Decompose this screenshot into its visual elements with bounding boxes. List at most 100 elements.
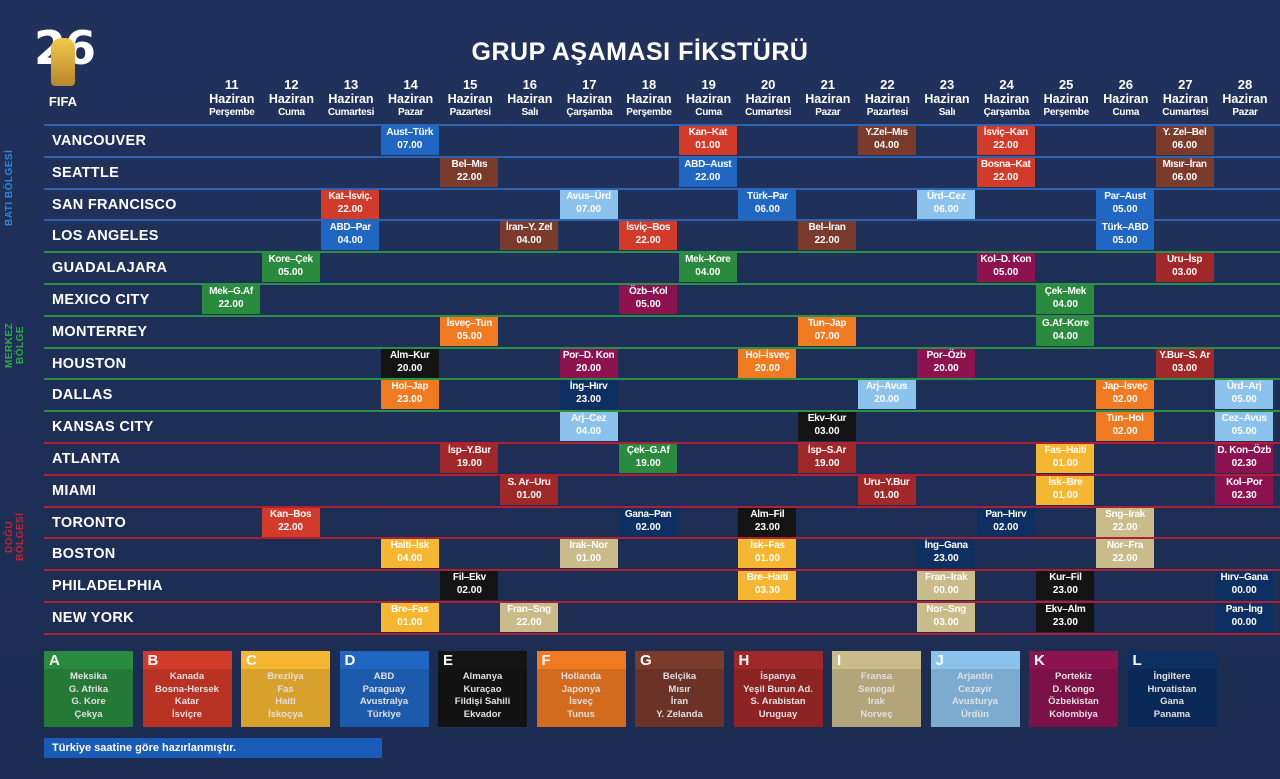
date-column: 19 Haziran Cuma bbox=[679, 77, 739, 121]
match-time: 19.00 bbox=[814, 458, 840, 469]
match-time: 22.00 bbox=[337, 203, 363, 215]
match-teams: Çek–G.Af bbox=[626, 445, 670, 456]
date-month: Haziran bbox=[924, 92, 970, 106]
date-month: Haziran bbox=[209, 92, 255, 106]
match-teams: Türk–Par bbox=[746, 190, 788, 202]
group-teams: Brezilya Fas Haiti İskoçya bbox=[241, 669, 330, 727]
match-cell: İng–Gana 23.00 bbox=[917, 539, 976, 569]
match-time: 02.00 bbox=[1112, 394, 1138, 406]
match-cell: Ekv–Kur 03.00 bbox=[798, 412, 856, 442]
match-time: 01.00 bbox=[397, 617, 423, 628]
match-teams: Mek–Kore bbox=[685, 254, 731, 266]
city-name: ATLANTA bbox=[52, 451, 121, 467]
match-cell: Aust–Türk 07.00 bbox=[380, 126, 439, 155]
match-teams: Kol–D. Kon bbox=[980, 254, 1032, 266]
group-box: A Meksika G. Afrika G. Kore Çekya bbox=[44, 651, 133, 727]
world-cup-logo: 26 FIFA bbox=[34, 25, 96, 116]
match-cell: Ürd–Arj 05.00 bbox=[1215, 380, 1274, 410]
group-letter: L bbox=[1132, 652, 1142, 669]
match-time: 05.00 bbox=[1112, 203, 1138, 215]
date-weekday: Cuma bbox=[278, 107, 305, 118]
group-box: H İspanya Yeşil Burun Ad. S. Arabistan Urugu… bbox=[733, 651, 823, 727]
match-cell: Tun–Jap 07.00 bbox=[798, 316, 856, 346]
match-time: 20.00 bbox=[397, 362, 423, 374]
match-time: 03.00 bbox=[1172, 267, 1198, 279]
city-row: GUADALAJARA bbox=[44, 251, 1280, 284]
city-row: MONTERREY bbox=[44, 314, 1280, 348]
date-weekday: Çarşamba bbox=[983, 107, 1030, 118]
date-weekday: Salı bbox=[521, 107, 539, 118]
group-team: G. Kore bbox=[71, 696, 106, 707]
date-day: 28 bbox=[1237, 77, 1253, 92]
date-day: 26 bbox=[1118, 77, 1134, 92]
match-cell: Sng–Irak 22.00 bbox=[1096, 507, 1154, 537]
date-column: 23 Haziran Salı bbox=[917, 77, 977, 121]
date-day: 24 bbox=[999, 77, 1014, 92]
match-time: 04.00 bbox=[1052, 299, 1078, 310]
match-cell: Jap–İsveç 02.00 bbox=[1096, 380, 1154, 410]
group-letter: J bbox=[935, 652, 944, 669]
date-month: Haziran bbox=[805, 92, 851, 106]
match-cell: Nor–Sng 03.00 bbox=[917, 603, 976, 632]
region-label: MERKEZ BÖLGE bbox=[4, 322, 26, 368]
match-time: 00.00 bbox=[1231, 585, 1257, 597]
date-weekday: Cumartesi bbox=[745, 107, 792, 118]
city-name: MIAMI bbox=[52, 482, 97, 499]
match-teams: Fas–Haiti bbox=[1044, 445, 1087, 456]
date-column: 27 Haziran Cumartesi bbox=[1156, 77, 1216, 121]
group-letter: C bbox=[246, 652, 257, 669]
group-team: İsviçre bbox=[171, 708, 203, 720]
match-time: 04.00 bbox=[1052, 330, 1078, 342]
date-weekday: Çarşamba bbox=[566, 107, 613, 118]
city-row: BOSTON bbox=[44, 537, 1280, 570]
group-team: S. Arabistan bbox=[750, 696, 806, 707]
group-team: Senegal bbox=[858, 683, 895, 695]
date-day: 18 bbox=[641, 77, 657, 92]
date-column: 24 Haziran Çarşamba bbox=[977, 77, 1037, 121]
city-name: TORONTO bbox=[52, 514, 127, 531]
date-column: 14 Haziran Pazar bbox=[381, 77, 441, 121]
city-name: BOSTON bbox=[52, 546, 116, 563]
match-teams: Tun–Jap bbox=[807, 317, 847, 329]
match-teams: Çek–Mek bbox=[1044, 286, 1087, 297]
group-letter: F bbox=[541, 652, 551, 669]
city-name: SAN FRANCISCO bbox=[52, 196, 177, 213]
group-box: K Portekiz D. Kongo Özbekistan Kolombiya bbox=[1029, 651, 1118, 727]
match-teams: Avus–Ürd bbox=[566, 190, 611, 202]
date-month: Haziran bbox=[864, 92, 910, 106]
match-time: 22.00 bbox=[516, 617, 542, 628]
date-column: 20 Haziran Cumartesi bbox=[738, 77, 798, 121]
date-column: 28 Haziran Pazar bbox=[1215, 77, 1275, 121]
match-time: 01.00 bbox=[516, 489, 542, 501]
match-teams: İng–Gana bbox=[924, 540, 968, 552]
match-teams: Bre–Haiti bbox=[746, 572, 789, 584]
group-teams: Arjantin Cezayir Avusturya Ürdün bbox=[930, 669, 1020, 727]
group-letter: K bbox=[1034, 652, 1045, 669]
group-team: Bosna-Hersek bbox=[155, 683, 219, 695]
match-time: 04.00 bbox=[337, 235, 363, 247]
group-team: Çekya bbox=[74, 708, 103, 720]
group-teams: Hollanda Japonya İsveç Tunus bbox=[536, 669, 626, 727]
match-teams: Y.Zel–Mıs bbox=[865, 127, 908, 138]
group-team: İskoçya bbox=[268, 708, 303, 720]
group-team: ABD bbox=[373, 671, 395, 682]
city-row: LOS ANGELES bbox=[44, 219, 1280, 252]
match-time: 04.00 bbox=[397, 553, 423, 565]
match-cell: Mek–G.Af 22.00 bbox=[202, 285, 260, 314]
match-cell: Tun–Hol 02.00 bbox=[1096, 412, 1154, 442]
match-cell: Çek–G.Af 19.00 bbox=[619, 444, 678, 473]
match-cell: D. Kon–Özb 02.30 bbox=[1215, 444, 1274, 473]
group-teams: ABD Paraguay Avustralya Türkiye bbox=[339, 669, 429, 727]
city-row: ATLANTA bbox=[44, 442, 1280, 475]
match-time: 06.00 bbox=[1172, 171, 1198, 183]
group-team: Fas bbox=[277, 683, 294, 695]
city-name: KANSAS CITY bbox=[52, 419, 154, 436]
match-cell: Ekv–Alm 23.00 bbox=[1036, 603, 1095, 632]
group-teams: İspanya Yeşil Burun Ad. S. Arabistan Urugua… bbox=[733, 669, 823, 727]
date-column: 15 Haziran Pazartesi bbox=[440, 77, 500, 121]
date-weekday: Cumartesi bbox=[327, 107, 375, 118]
date-day: 25 bbox=[1058, 77, 1074, 92]
match-teams: Cez–Avus bbox=[1221, 413, 1267, 425]
match-teams: Alm–Fil bbox=[750, 508, 785, 520]
city-name: GUADALAJARA bbox=[52, 260, 168, 277]
